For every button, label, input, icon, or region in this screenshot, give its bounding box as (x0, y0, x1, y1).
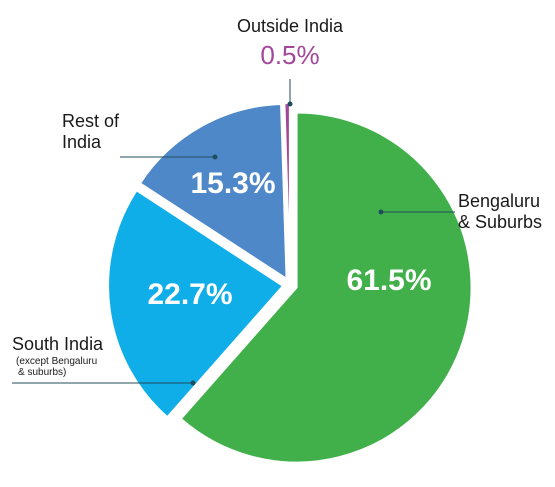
slice-label-outside-india: Outside India (237, 16, 344, 36)
pie-slice-bengaluru (179, 111, 473, 464)
slice-note-south-india: & suburbs) (18, 367, 66, 378)
leader-dot-rest-of-india (212, 154, 218, 160)
value-label-outside-india: 0.5% (260, 40, 319, 70)
leader-dot-outside-india (287, 101, 293, 107)
leader-dot-bengaluru (378, 209, 384, 215)
slice-label-bengaluru: Bengaluru (458, 191, 540, 211)
pie-slice-south-india (107, 188, 285, 419)
pie-slice-rest-of-india (138, 102, 288, 281)
value-label-south-india: 22.7% (147, 278, 232, 311)
value-label-bengaluru: 61.5% (346, 264, 431, 297)
slice-label-rest-of-india: India (62, 132, 102, 152)
value-label-rest-of-india: 15.3% (190, 167, 275, 200)
slice-label-bengaluru: & Suburbs (458, 212, 542, 232)
slice-label-south-india: South India (12, 334, 104, 354)
slice-label-rest-of-india: Rest of (62, 111, 120, 131)
slice-note-south-india: (except Bengaluru (16, 356, 97, 367)
leader-dot-south-india (190, 380, 196, 386)
